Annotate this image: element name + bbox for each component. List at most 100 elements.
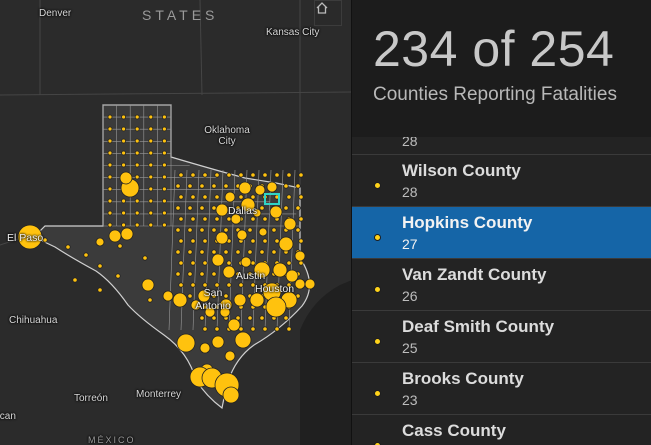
fatality-marker	[223, 293, 229, 299]
fatality-marker	[187, 249, 193, 255]
label-austin: Austin	[236, 270, 266, 282]
fatality-marker	[223, 227, 229, 233]
list-item-partial[interactable]: 28	[352, 137, 651, 155]
fatality-marker	[295, 205, 301, 211]
fatality-marker	[199, 249, 205, 255]
county-list[interactable]: 28 Wilson County 28 Hopkins County 27 Van Za…	[352, 137, 651, 445]
county-marker-dot	[374, 286, 381, 293]
county-name: Wilson County	[402, 161, 521, 180]
fatality-marker	[298, 216, 304, 222]
label-partial-city: lacan	[0, 411, 16, 422]
list-item-county[interactable]: Van Zandt County 26	[352, 259, 651, 311]
fatality-marker	[178, 238, 184, 244]
fatality-marker	[298, 238, 304, 244]
fatality-marker	[175, 205, 181, 211]
fatality-marker	[107, 210, 113, 216]
fatality-marker	[214, 216, 220, 222]
fatality-marker	[121, 162, 126, 168]
fatality-marker	[148, 210, 154, 216]
fatality-marker	[262, 172, 268, 178]
fatality-marker	[202, 238, 208, 244]
county-name: Hopkins County	[402, 213, 533, 232]
fatality-marker	[97, 287, 103, 293]
fatality-marker	[187, 183, 193, 189]
fatality-marker	[199, 315, 205, 321]
fatality-marker	[115, 273, 121, 279]
fatality-marker	[107, 162, 113, 168]
list-item-county[interactable]: Brooks County 23	[352, 363, 651, 415]
list-item-county[interactable]: Wilson County 28	[352, 155, 651, 207]
fatality-marker	[211, 271, 217, 277]
fatality-marker	[190, 282, 196, 288]
fatality-marker	[161, 138, 167, 144]
fatality-marker	[175, 249, 181, 255]
county-line	[168, 169, 176, 331]
county-name: Brooks County	[402, 369, 524, 388]
fatality-marker	[286, 326, 292, 332]
fatality-marker	[286, 172, 292, 178]
fatality-marker	[199, 271, 205, 277]
fatality-marker	[295, 183, 301, 189]
fatality-marker	[286, 282, 292, 288]
fatality-marker	[202, 172, 208, 178]
fatality-marker	[134, 162, 140, 168]
fatality-marker	[202, 326, 208, 332]
fatality-marker	[190, 238, 196, 244]
fatality-marker	[236, 229, 248, 241]
label-el-paso: El Paso	[7, 232, 44, 244]
map-view[interactable]: Denver STATES Kansas City Oklahoma City …	[0, 0, 352, 445]
county-line	[204, 169, 212, 331]
fatality-marker	[250, 282, 256, 288]
fatality-marker	[250, 238, 256, 244]
fatality-marker	[211, 335, 225, 349]
county-marker-dot	[374, 442, 381, 445]
fatality-marker	[214, 282, 220, 288]
fatality-marker	[107, 174, 113, 180]
fatality-marker	[148, 174, 154, 180]
fatality-marker	[175, 271, 181, 277]
fatality-marker	[142, 255, 148, 261]
stats-panel: 234 of 254 Counties Reporting Fatalities…	[352, 0, 651, 445]
fatality-marker	[252, 208, 262, 218]
fatality-marker	[211, 249, 217, 255]
county-value: 28	[402, 137, 418, 149]
fatality-marker	[247, 227, 253, 233]
fatality-marker	[223, 249, 229, 255]
fatality-marker	[121, 198, 126, 204]
fatality-marker	[230, 213, 242, 225]
panel-divider	[351, 0, 352, 445]
counties-reporting-subtitle: Counties Reporting Fatalities	[373, 84, 617, 105]
fatality-marker	[134, 222, 140, 228]
fatality-marker	[178, 260, 184, 266]
fatality-marker	[226, 216, 232, 222]
fatality-marker	[222, 265, 236, 279]
home-button[interactable]	[314, 0, 342, 26]
fatality-marker	[304, 278, 316, 290]
fatality-marker	[108, 229, 122, 243]
fatality-marker	[178, 194, 184, 200]
fatality-marker	[298, 172, 304, 178]
list-item-county[interactable]: Deaf Smith County 25	[352, 311, 651, 363]
fatality-marker	[214, 194, 220, 200]
fatality-marker	[240, 197, 256, 213]
fatality-marker	[278, 236, 294, 252]
fatality-marker	[294, 278, 306, 290]
fatality-marker	[161, 150, 167, 156]
fatality-marker	[298, 260, 304, 266]
fatality-marker	[295, 227, 301, 233]
county-marker-dot	[374, 182, 381, 189]
fatality-marker	[285, 269, 299, 283]
fatality-marker	[178, 172, 184, 178]
fatality-marker	[223, 183, 229, 189]
list-item-county[interactable]: Hopkins County 27	[352, 207, 651, 259]
fatality-marker	[224, 350, 236, 362]
fatality-marker	[253, 261, 271, 279]
fatality-marker	[214, 172, 220, 178]
county-marker-dot	[374, 338, 381, 345]
fatality-marker	[190, 194, 196, 200]
map-canvas	[0, 0, 352, 445]
fatality-marker	[199, 227, 205, 233]
label-chihuahua: Chihuahua	[9, 315, 58, 326]
fatality-marker	[161, 114, 167, 120]
